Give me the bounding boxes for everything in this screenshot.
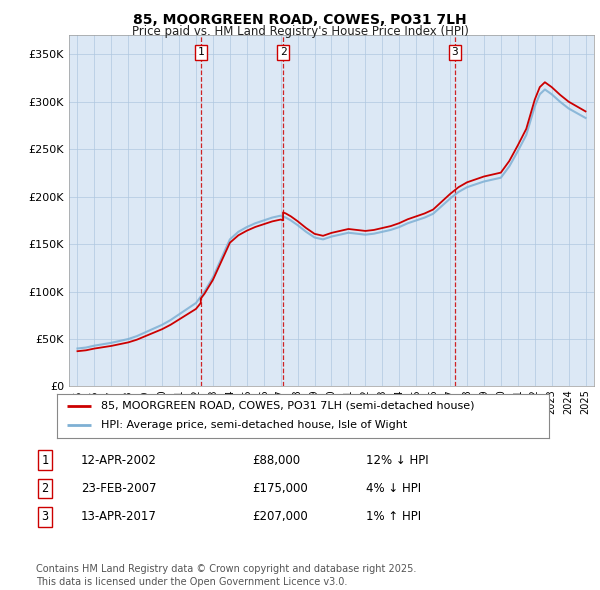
Text: 1% ↑ HPI: 1% ↑ HPI bbox=[366, 510, 421, 523]
Text: Price paid vs. HM Land Registry's House Price Index (HPI): Price paid vs. HM Land Registry's House … bbox=[131, 25, 469, 38]
Text: 2: 2 bbox=[280, 47, 286, 57]
Text: 85, MOORGREEN ROAD, COWES, PO31 7LH (semi-detached house): 85, MOORGREEN ROAD, COWES, PO31 7LH (sem… bbox=[101, 401, 475, 411]
Text: £207,000: £207,000 bbox=[252, 510, 308, 523]
Text: 13-APR-2017: 13-APR-2017 bbox=[81, 510, 157, 523]
Text: 12% ↓ HPI: 12% ↓ HPI bbox=[366, 454, 428, 467]
Text: 1: 1 bbox=[41, 454, 49, 467]
Text: HPI: Average price, semi-detached house, Isle of Wight: HPI: Average price, semi-detached house,… bbox=[101, 421, 407, 430]
Text: 12-APR-2002: 12-APR-2002 bbox=[81, 454, 157, 467]
Text: 4% ↓ HPI: 4% ↓ HPI bbox=[366, 482, 421, 495]
Text: 85, MOORGREEN ROAD, COWES, PO31 7LH: 85, MOORGREEN ROAD, COWES, PO31 7LH bbox=[133, 13, 467, 27]
Text: Contains HM Land Registry data © Crown copyright and database right 2025.
This d: Contains HM Land Registry data © Crown c… bbox=[36, 564, 416, 587]
Text: 2: 2 bbox=[41, 482, 49, 495]
Text: 23-FEB-2007: 23-FEB-2007 bbox=[81, 482, 157, 495]
Text: 3: 3 bbox=[452, 47, 458, 57]
Text: £88,000: £88,000 bbox=[252, 454, 300, 467]
Text: £175,000: £175,000 bbox=[252, 482, 308, 495]
Text: 1: 1 bbox=[197, 47, 204, 57]
Text: 3: 3 bbox=[41, 510, 49, 523]
